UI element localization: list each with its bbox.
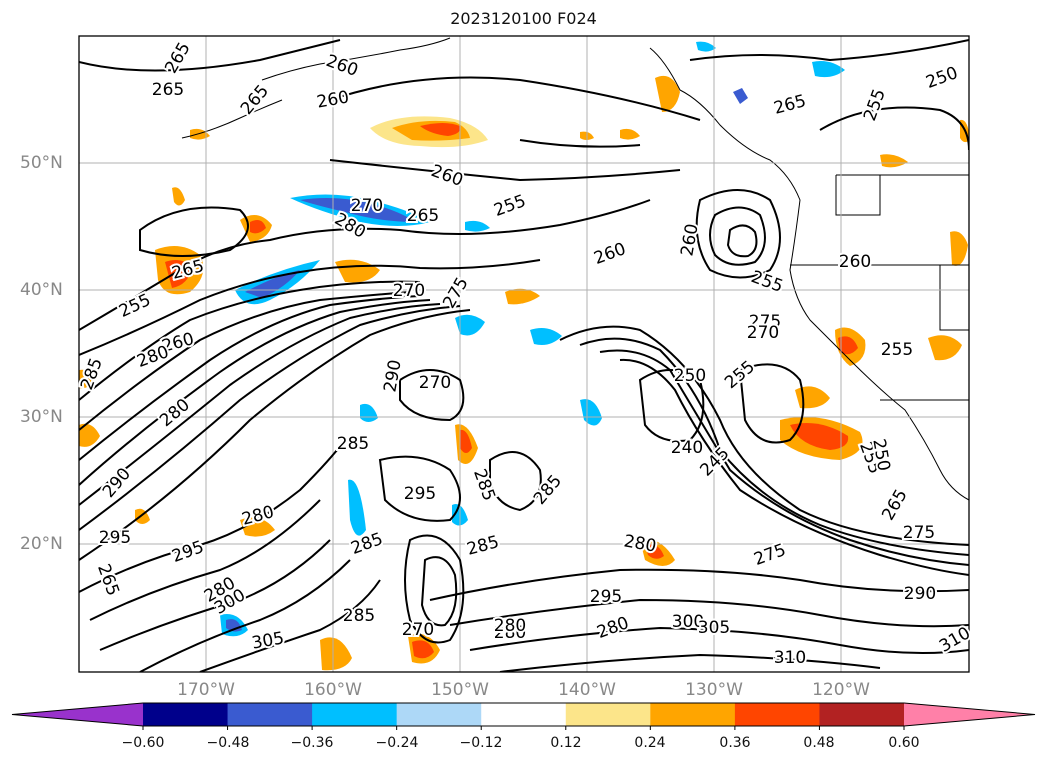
colorbar-segment	[12, 703, 143, 726]
contour-label: 265	[772, 91, 809, 119]
colorbar-segment	[904, 703, 1035, 726]
colorbar-tick: 0.24	[634, 735, 666, 751]
contour-label: 295	[169, 537, 206, 567]
contour-label: 250	[674, 366, 706, 386]
colorbar	[11, 702, 1036, 730]
colorbar-tick: 0.60	[888, 735, 920, 751]
contour-label: 280	[494, 623, 526, 643]
lon-label-120w: 120°W	[812, 680, 870, 700]
contour-label: 305	[698, 618, 730, 638]
contour-label: 270	[419, 373, 451, 393]
contour-label: 265	[93, 561, 123, 598]
contour-label: 280	[494, 616, 526, 636]
contour-label: 275	[439, 274, 473, 312]
colorbar-segment	[650, 703, 736, 726]
colorbar-tick: −0.36	[290, 735, 334, 751]
colorbar-segment	[734, 703, 820, 726]
contour-label: 275	[751, 540, 788, 570]
contour-label: 270	[393, 281, 425, 301]
lon-label-140w: 140°W	[558, 680, 616, 700]
contour-label: 265	[878, 486, 912, 524]
contour-label: 285	[343, 606, 375, 626]
lon-label-160w: 160°W	[304, 680, 362, 700]
lat-label-30n: 30°N	[20, 407, 63, 427]
contour-label: 260	[323, 51, 360, 81]
contour-label: 285	[530, 471, 566, 509]
contour-label: 280	[594, 613, 631, 643]
contour-label: 250	[923, 63, 960, 93]
contour-label: 240	[671, 438, 703, 458]
contour-label: 260	[591, 239, 628, 269]
contour-label: 275	[749, 312, 781, 332]
contour-label: 270	[351, 196, 383, 216]
contour-label: 255	[491, 191, 528, 221]
contour-label: 255	[116, 290, 154, 322]
colorbar-segment	[565, 703, 651, 726]
contour-lines	[79, 39, 969, 672]
lon-label-170w: 170°W	[177, 680, 235, 700]
contour-label: 280	[156, 395, 194, 431]
graticule	[79, 36, 969, 672]
contour-label: 285	[348, 529, 385, 559]
contour-label: 295	[99, 528, 131, 548]
contour-label: 285	[469, 466, 499, 503]
colorbar-segment	[396, 703, 482, 726]
colorbar-segment	[819, 703, 905, 726]
contour-label: 255	[860, 86, 890, 123]
contour-label: 260	[677, 222, 702, 257]
lon-label-150w: 150°W	[431, 680, 489, 700]
contour-label: 285	[465, 532, 502, 560]
colorbar-segment	[143, 703, 229, 726]
contour-label: 270	[747, 323, 779, 343]
contour-label: 290	[380, 358, 405, 393]
contour-label: 310	[774, 648, 806, 668]
colorbar-tick: −0.24	[375, 735, 419, 751]
map-frame	[78, 35, 970, 673]
contour-label: 260	[839, 252, 871, 272]
colorbar-tick: −0.48	[206, 735, 250, 751]
contour-label: 290	[904, 584, 936, 604]
colorbar-tick: −0.60	[121, 735, 165, 751]
colorbar-segment	[312, 703, 398, 726]
map-title: 2023120100 F024	[450, 9, 597, 28]
contour-label: 265	[407, 206, 439, 226]
coastlines	[181, 37, 969, 501]
colorbar-tick: −0.12	[459, 735, 503, 751]
contour-label: 285	[337, 434, 369, 454]
contour-label: 305	[250, 628, 285, 653]
colorbar-segment	[481, 703, 567, 726]
contour-labels: 265 260 265 265 260 250 255 265 260 270 265 255 260 2…	[75, 37, 976, 670]
colorbar-segment	[227, 703, 313, 726]
lat-label-50n: 50°N	[20, 153, 63, 173]
contour-label: 265	[152, 80, 184, 100]
lat-label-20n: 20°N	[20, 534, 63, 554]
lon-label-130w: 130°W	[685, 680, 743, 700]
contour-label: 285	[77, 355, 107, 392]
contour-label: 280	[134, 342, 171, 372]
contour-label: 295	[404, 484, 436, 504]
colorbar-tick: 0.36	[719, 735, 751, 751]
contour-label: 275	[903, 523, 935, 543]
contour-label: 295	[590, 587, 622, 607]
contour-label: 255	[881, 340, 913, 360]
lat-label-40n: 40°N	[20, 280, 63, 300]
contour-label: 280	[622, 531, 657, 556]
anomaly-fills	[79, 41, 969, 671]
contour-label: 255	[748, 267, 785, 297]
contour-label: 270	[402, 620, 434, 640]
contour-label: 300	[672, 612, 704, 632]
colorbar-tick: 0.48	[803, 735, 835, 751]
contour-label: 260	[315, 87, 350, 112]
colorbar-tick: 0.12	[550, 735, 582, 751]
contour-label: 290	[99, 464, 135, 502]
contour-label: 255	[721, 357, 759, 393]
contour-label: 265	[237, 81, 273, 119]
